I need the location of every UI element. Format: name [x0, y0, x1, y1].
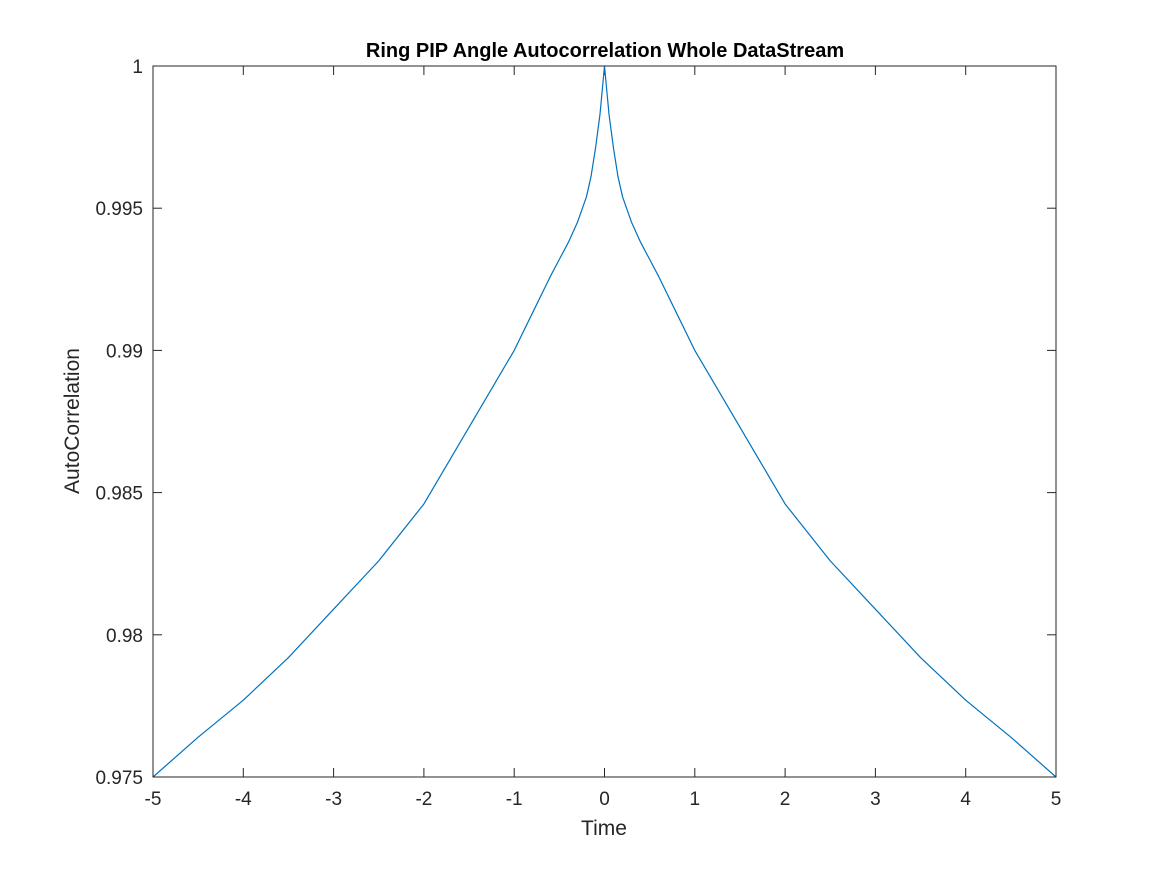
y-tick-label: 0.98	[106, 626, 143, 647]
x-axis-label: Time	[581, 817, 627, 840]
x-tick-label: 1	[690, 789, 701, 810]
y-tick-label: 0.975	[95, 768, 143, 789]
chart-title: Ring PIP Angle Autocorrelation Whole Dat…	[366, 40, 844, 62]
plot-area	[153, 66, 1056, 777]
tick-labels: -5 -4 -3 -2 -1 0 1 2 3 4 5 0.975 0.98 0.985 0.99 0.995 1	[95, 57, 1061, 810]
y-tick-label: 0.995	[95, 199, 143, 220]
x-tick-label: 0	[599, 789, 610, 810]
y-tick-label: 0.985	[95, 484, 143, 505]
y-tick-label: 0.99	[106, 341, 143, 362]
x-tick-label: 4	[960, 789, 971, 810]
axes-box	[152, 65, 1057, 778]
x-tick-label: -4	[235, 789, 252, 810]
y-tick-label: 1	[132, 57, 143, 78]
y-axis-label: AutoCorrelation	[61, 348, 84, 494]
x-tick-label: 3	[870, 789, 881, 810]
x-tick-label: -1	[506, 789, 523, 810]
x-tick-label: 2	[780, 789, 791, 810]
x-tick-label: -5	[145, 789, 162, 810]
x-tick-label: -3	[325, 789, 342, 810]
x-tick-label: 5	[1051, 789, 1062, 810]
x-tick-label: -2	[415, 789, 432, 810]
